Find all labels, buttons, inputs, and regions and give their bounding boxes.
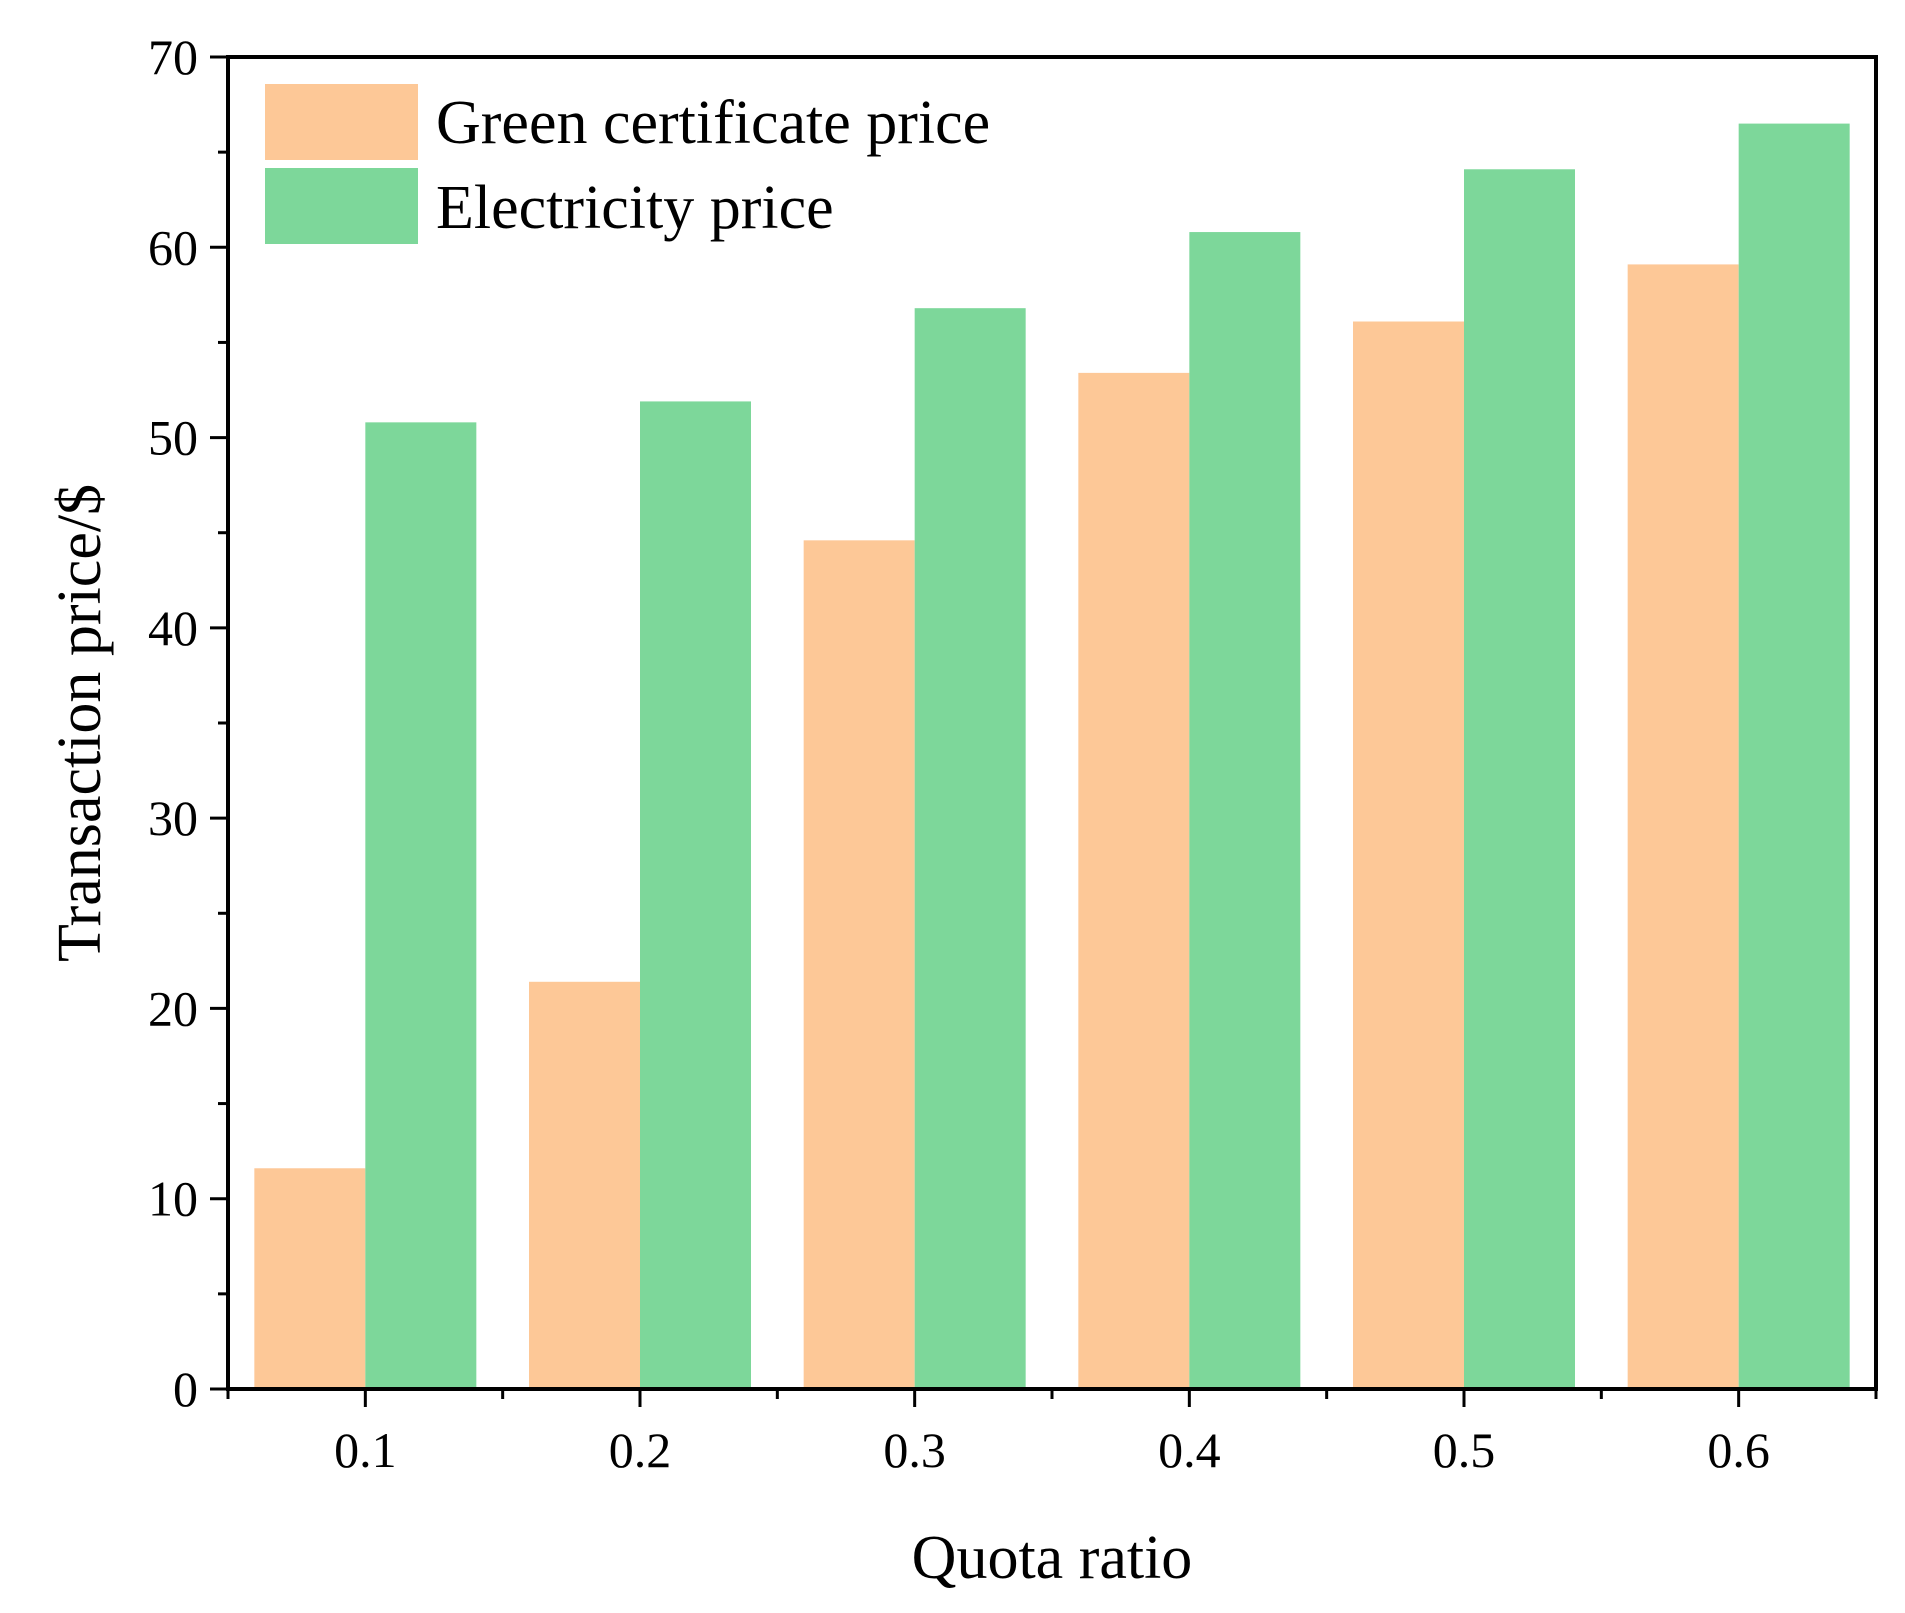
bar-electricity-0.1 — [365, 422, 477, 1389]
y-axis-ticks — [210, 55, 228, 1391]
x-axis-tick-labels: 0.1 0.2 0.3 0.4 0.5 0.6 — [334, 1422, 1770, 1478]
x-tick-label: 0.1 — [334, 1422, 397, 1478]
bars-layer — [254, 123, 1850, 1390]
y-tick-label: 30 — [148, 790, 198, 846]
y-tick-label: 40 — [148, 600, 198, 656]
legend: Green certificate price Electricity pric… — [265, 84, 990, 244]
y-axis-title: Transaction price/$ — [46, 484, 114, 962]
x-tick-label: 0.6 — [1707, 1422, 1770, 1478]
bar-electricity-0.3 — [914, 308, 1026, 1390]
y-tick-label: 0 — [173, 1361, 198, 1417]
bar-electricity-0.6 — [1738, 123, 1850, 1390]
plot-frame — [226, 55, 1878, 1391]
bar-electricity-0.4 — [1189, 232, 1301, 1389]
bar-electricity-0.2 — [640, 401, 751, 1390]
bar-green-certificate-0.5 — [1353, 321, 1464, 1390]
bar-green-certificate-0.4 — [1078, 372, 1190, 1390]
legend-label-electricity: Electricity price — [436, 174, 834, 242]
x-tick-label: 0.4 — [1158, 1422, 1221, 1478]
y-tick-label: 10 — [148, 1171, 198, 1227]
y-tick-label: 60 — [148, 219, 198, 275]
x-tick-label: 0.2 — [609, 1422, 672, 1478]
y-tick-label: 70 — [148, 29, 198, 85]
bar-green-certificate-0.2 — [529, 981, 640, 1389]
bar-electricity-0.5 — [1464, 169, 1575, 1390]
x-tick-label: 0.5 — [1433, 1422, 1496, 1478]
legend-swatch-green-certificate — [265, 84, 418, 160]
x-axis-title: Quota ratio — [912, 1524, 1193, 1592]
bar-green-certificate-0.6 — [1627, 264, 1739, 1390]
bar-green-certificate-0.3 — [803, 540, 915, 1389]
legend-label-green-certificate: Green certificate price — [436, 89, 990, 157]
bar-green-certificate-0.1 — [254, 1168, 366, 1389]
legend-swatch-electricity — [265, 168, 418, 244]
y-tick-label: 20 — [148, 980, 198, 1036]
y-axis-tick-labels: 0 10 20 30 40 50 60 70 — [148, 29, 198, 1417]
y-tick-label: 50 — [148, 410, 198, 466]
x-tick-label: 0.3 — [883, 1422, 946, 1478]
